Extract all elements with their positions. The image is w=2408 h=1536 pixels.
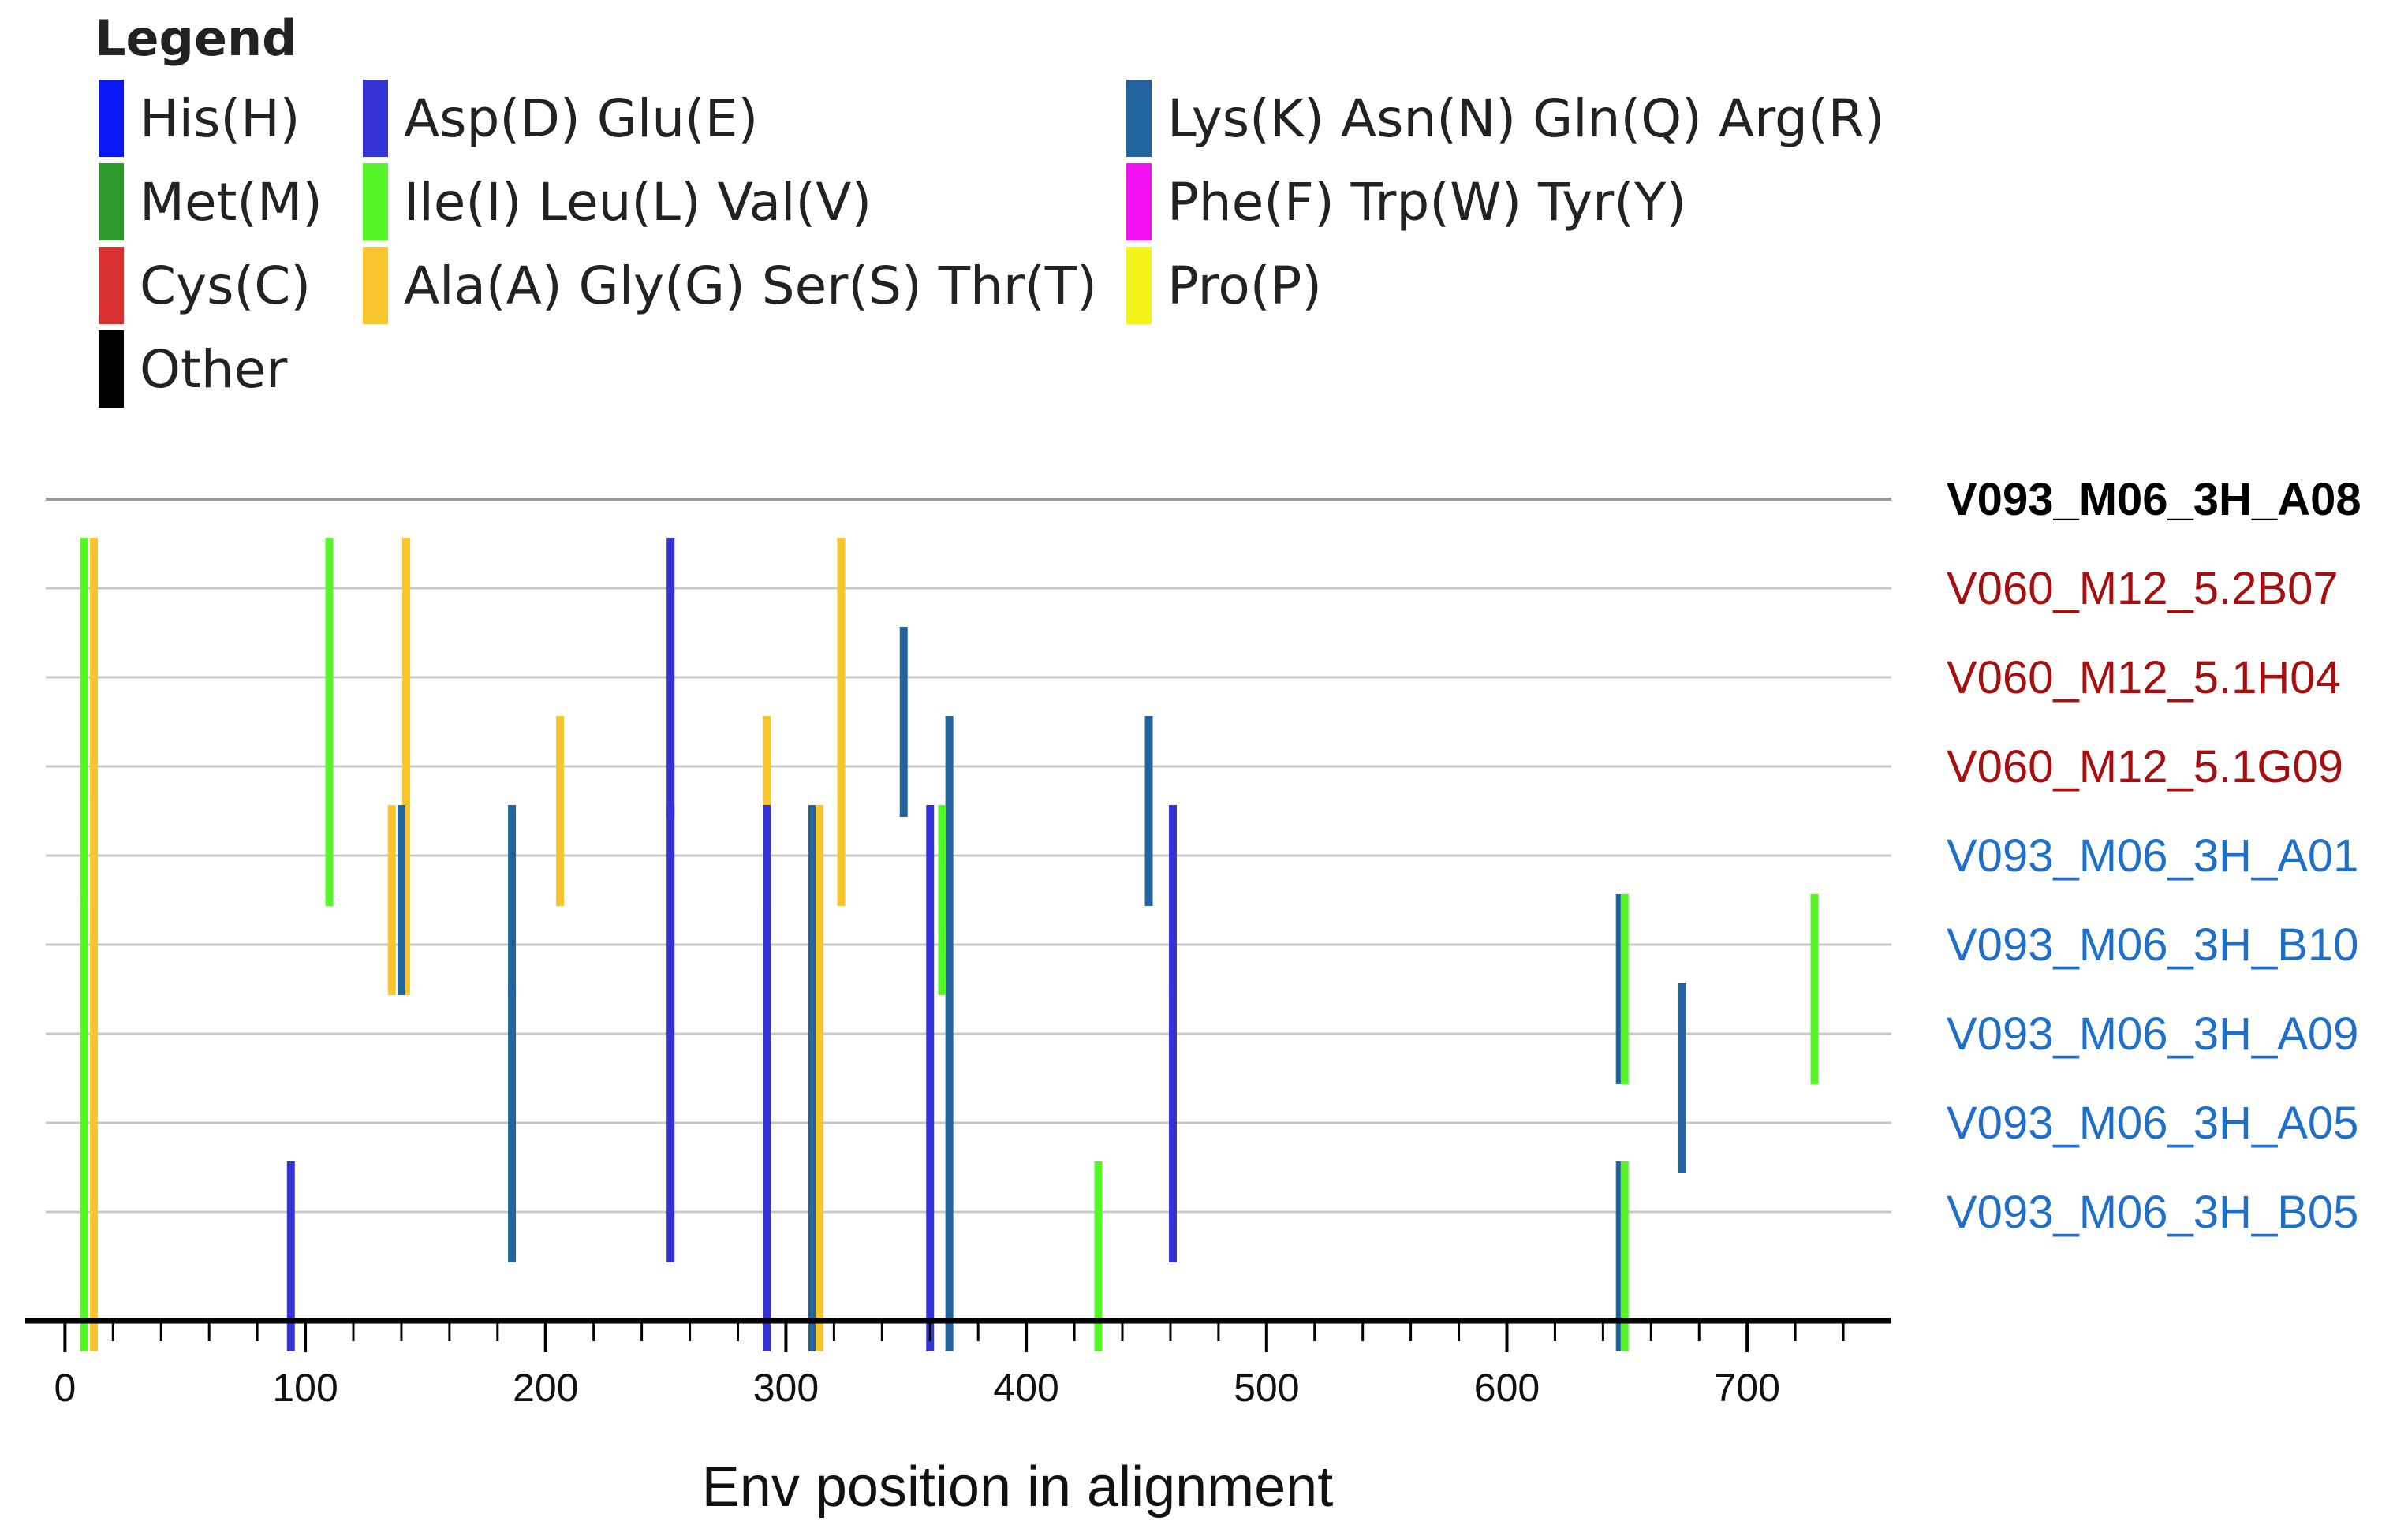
mutation-mark <box>397 805 405 995</box>
legend-label: His(H) <box>140 88 300 149</box>
mutation-mark <box>402 538 411 995</box>
mutation-mark <box>1620 894 1629 1084</box>
legend-swatch <box>99 163 124 240</box>
mutation-mark <box>837 538 846 728</box>
mutation-mark <box>1678 983 1686 1173</box>
mutation-mark <box>926 805 935 1351</box>
mutation-mark <box>80 538 88 906</box>
mutation-mark <box>938 805 946 995</box>
legend-label: Phe(F) Trp(W) Tyr(Y) <box>1167 172 1686 233</box>
sequence-label: V060_M12_5.1H04 <box>1947 652 2341 703</box>
legend-label: Met(M) <box>140 172 323 233</box>
mutation-mark <box>1168 983 1177 1262</box>
legend-swatch <box>363 247 388 324</box>
sequence-label: V093_M06_3H_A05 <box>1947 1098 2358 1149</box>
mutation-mark <box>666 538 675 817</box>
mutation-mark <box>1615 1161 1624 1351</box>
sequence-label: V093_M06_3H_A01 <box>1947 830 2358 882</box>
x-tick-label: 400 <box>993 1366 1058 1410</box>
mutation-mark <box>899 627 908 817</box>
legend-label: Ile(I) Leu(L) Val(V) <box>404 172 872 233</box>
x-tick-label: 100 <box>272 1366 338 1410</box>
sequence-baselines <box>46 498 1891 1214</box>
legend-label: Asp(D) Glu(E) <box>404 88 758 149</box>
sequence-label: V093_M06_3H_A09 <box>1947 1008 2358 1060</box>
x-tick-label: 0 <box>54 1366 76 1410</box>
mutation-mark <box>816 805 824 1351</box>
mutation-mark <box>325 538 334 906</box>
mutation-mark <box>556 716 565 906</box>
x-tick-label: 600 <box>1474 1366 1540 1410</box>
legend-swatch <box>99 247 124 324</box>
reference-sequence-label: V093_M06_3H_A08 <box>1947 474 2361 525</box>
legend-title: Legend <box>95 9 297 67</box>
mutation-mark <box>89 805 98 1351</box>
mutation-mark <box>1620 1161 1629 1351</box>
mutation-marks <box>80 538 1819 1351</box>
x-tick-label: 300 <box>753 1366 819 1410</box>
x-axis: 0 100 200 300 400 500 600 700 <box>25 1318 1891 1410</box>
legend-label: Cys(C) <box>140 255 311 316</box>
mutation-mark <box>508 983 517 1262</box>
mutation-mark <box>808 805 816 1351</box>
mutation-mark <box>1810 894 1819 1084</box>
mutation-mark <box>508 805 517 995</box>
mutation-mark <box>945 716 954 1351</box>
legend-swatch <box>99 80 124 157</box>
legend-swatch <box>1126 163 1152 240</box>
mutation-mark <box>89 538 98 906</box>
mutation-mark <box>837 716 846 906</box>
sequence-label: V060_M12_5.1G09 <box>1947 741 2343 792</box>
legend-swatch <box>1126 247 1152 324</box>
sequence-label: V093_M06_3H_B05 <box>1947 1187 2358 1238</box>
legend-label: Pro(P) <box>1167 255 1322 316</box>
x-axis-title: Env position in alignment <box>702 1456 1333 1519</box>
x-tick-label: 500 <box>1234 1366 1299 1410</box>
legend: Legend His(H) Met(M) Cys(C) Other Asp(D) Glu… <box>95 9 1884 408</box>
mutation-mark <box>763 805 771 1351</box>
x-tick-label: 200 <box>513 1366 578 1410</box>
sequence-labels: V093_M06_3H_A08 V060_M12_5.2B07 V060_M12_5… <box>1947 474 2361 1238</box>
sequence-label: V093_M06_3H_B10 <box>1947 919 2358 971</box>
legend-items: His(H) Met(M) Cys(C) Other Asp(D) Glu(E) Ile(… <box>99 80 1884 408</box>
mutation-mark <box>80 894 88 1351</box>
plot-area: V093_M06_3H_A08 V060_M12_5.2B07 V060_M12_5… <box>25 474 2361 1519</box>
mutation-mark <box>1615 894 1624 1084</box>
mutation-mark <box>387 805 396 995</box>
legend-label: Lys(K) Asn(N) Gln(Q) Arg(R) <box>1167 88 1884 149</box>
mutation-mark <box>286 1161 295 1351</box>
mutation-mark <box>666 805 675 1262</box>
legend-swatch <box>99 330 124 408</box>
legend-label: Other <box>140 339 288 400</box>
mutation-mark <box>1168 805 1177 995</box>
mutation-mark <box>1144 716 1153 906</box>
legend-swatch <box>363 80 388 157</box>
legend-swatch <box>363 163 388 240</box>
legend-swatch <box>1126 80 1152 157</box>
x-tick-label: 700 <box>1714 1366 1779 1410</box>
sequence-label: V060_M12_5.2B07 <box>1947 563 2339 614</box>
legend-label: Ala(A) Gly(G) Ser(S) Thr(T) <box>404 255 1097 316</box>
mutation-mark <box>1094 1161 1103 1351</box>
